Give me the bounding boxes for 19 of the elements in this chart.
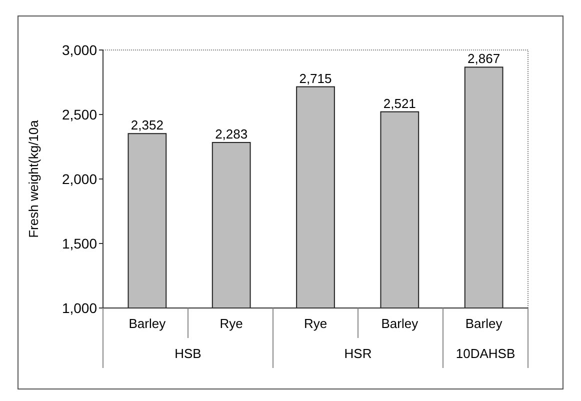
data-label: 2,283 [215, 126, 248, 142]
y-tick-label: 1,500 [62, 235, 98, 252]
x-tick-label: Barley [381, 316, 419, 331]
x-tick-label: Barley [128, 316, 166, 331]
y-tick-label: 1,000 [62, 300, 98, 316]
x-tick-label: Rye [304, 316, 328, 331]
data-label: 2,867 [468, 51, 500, 66]
data-label: 2,352 [130, 118, 164, 133]
data-label: 2,521 [383, 96, 416, 111]
text: HSB [174, 346, 202, 361]
y-tick-label: 3,000 [62, 42, 98, 58]
x-tick-label: Barley [465, 316, 503, 331]
text: 10DAHSB [456, 346, 516, 361]
y-axis-title: Fresh weight(kg/10a [26, 119, 41, 238]
y-tick-label: 2,000 [62, 170, 98, 187]
y-tick-label: 2,500 [62, 106, 98, 122]
text: HSR [344, 346, 372, 361]
data-label: 2,715 [299, 70, 332, 86]
x-tick-label: Rye [220, 316, 243, 331]
